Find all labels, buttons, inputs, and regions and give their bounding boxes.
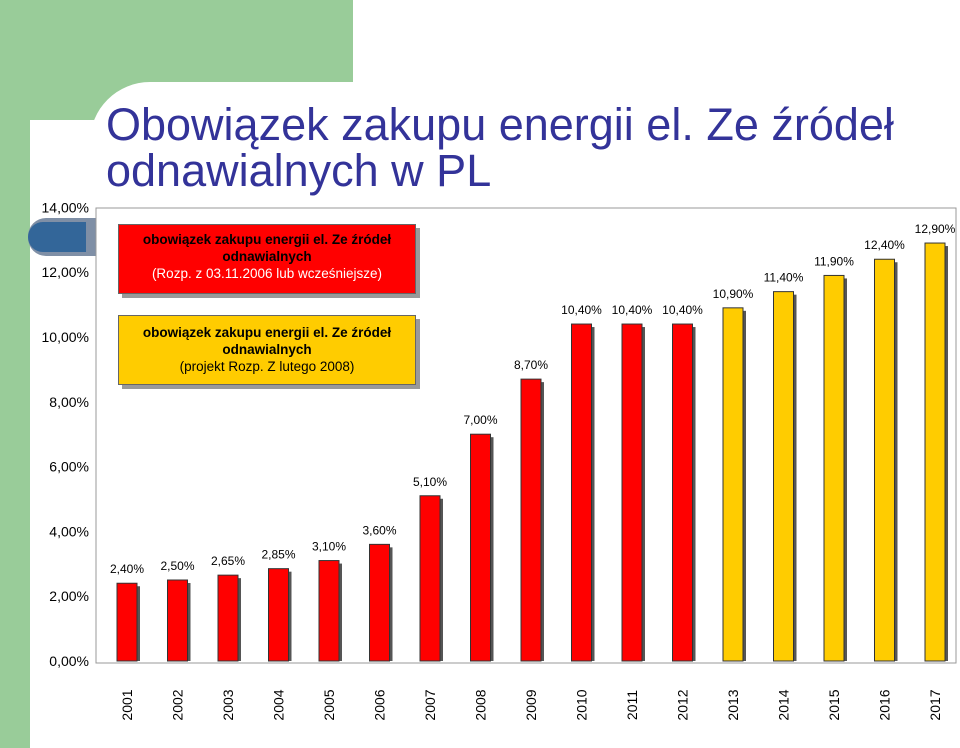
legend-current-line3: (Rozp. z 03.11.2006 lub wcześniejsze) [151,266,383,281]
y-axis: 0,00% 2,00% 4,00% 6,00% 8,00% 10,00% 12,00% 14,… [42,199,89,669]
data-label: 10,90% [713,287,754,301]
x-tick-label: 2017 [927,689,943,720]
y-tick-label: 12,00% [42,264,89,280]
legend-proposed-line3: (projekt Rozp. Z lutego 2008) [179,359,355,374]
x-tick-label: 2014 [776,689,792,720]
y-tick-label: 2,00% [49,588,89,604]
data-label: 12,40% [864,238,905,252]
data-label: 10,40% [662,303,703,317]
x-tick-label: 2016 [877,689,893,720]
legend-current-regulation: obowiązek zakupu energii el. Ze źródeł o… [118,224,416,294]
legend-current-line2: odnawialnych [222,249,312,264]
data-label: 10,40% [561,303,602,317]
x-tick-label: 2008 [473,689,489,720]
bar [217,574,239,662]
bar [318,560,340,662]
x-tick-label: 2005 [321,689,337,720]
y-tick-label: 10,00% [42,329,89,345]
data-label: 11,90% [814,254,854,268]
x-tick-label: 2009 [523,689,539,720]
legend-proposed-regulation: obowiązek zakupu energii el. Ze źródeł o… [118,315,416,385]
data-label: 2,85% [261,548,295,562]
bar [874,258,895,662]
bar [116,582,138,662]
data-label: 2,50% [160,559,194,573]
data-labels: 2,40% 2,50% 2,65% 2,85% 3,10% 3,60% 5,10% 7,00%… [110,222,956,576]
bar [924,242,946,662]
x-tick-label: 2015 [826,689,842,720]
x-tick-label: 2013 [725,689,741,720]
data-label: 3,60% [362,523,396,537]
x-axis: 2001 2002 2003 2004 2005 2006 2007 2008 2009 2010… [119,689,943,720]
x-tick-label: 2003 [220,689,236,720]
x-tick-label: 2002 [170,689,186,720]
y-tick-label: 6,00% [49,459,89,475]
legend-proposed-line1: obowiązek zakupu energii el. Ze źródeł [142,325,392,340]
data-label: 2,40% [110,562,144,576]
x-tick-label: 2012 [675,689,691,720]
bars [116,242,948,662]
x-tick-label: 2006 [372,689,388,720]
bar [268,568,289,662]
y-tick-label: 4,00% [49,523,89,539]
x-tick-label: 2011 [624,690,640,720]
x-tick-label: 2004 [271,689,287,720]
x-tick-label: 2007 [422,689,438,720]
data-label: 5,10% [413,475,447,489]
bar [773,291,794,662]
bar [722,307,744,662]
legend-current-line1: obowiązek zakupu energii el. Ze źródeł [142,232,392,247]
page-title: Obowiązek zakupu energii el. Ze źródeł o… [106,99,894,196]
title-panel [90,82,960,212]
bar [369,543,390,662]
bar [167,579,188,662]
data-label: 3,10% [312,540,346,554]
x-tick-label: 2001 [119,689,135,720]
data-label: 2,65% [211,554,245,568]
bar [823,274,845,662]
y-tick-label: 8,00% [49,394,89,410]
decorative-green-strip [0,0,30,748]
y-tick-label: 0,00% [49,653,89,669]
data-label: 8,70% [514,358,548,372]
y-tick-label: 14,00% [42,199,89,215]
data-label: 7,00% [463,413,497,427]
x-tick-label: 2010 [574,689,590,720]
bar [571,323,592,662]
bar [419,495,441,662]
decorative-tab [28,222,86,252]
bar [470,433,491,662]
data-label: 10,40% [612,303,653,317]
bar [672,323,693,662]
legend-proposed-line2: odnawialnych [222,342,312,357]
bar [621,323,643,662]
data-label: 12,90% [915,222,956,236]
data-label: 11,40% [764,271,804,285]
bar [520,378,542,662]
